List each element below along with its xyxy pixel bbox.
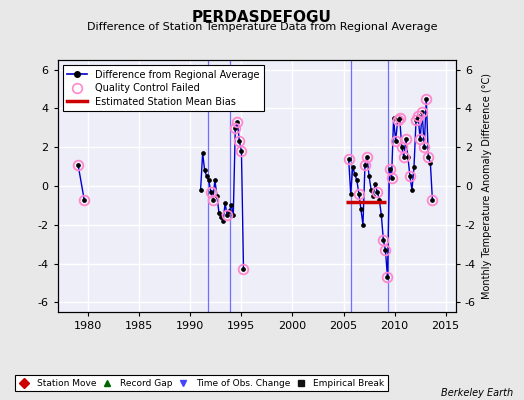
Legend: Difference from Regional Average, Quality Control Failed, Estimated Station Mean: Difference from Regional Average, Qualit… bbox=[62, 65, 264, 111]
Text: Difference of Station Temperature Data from Regional Average: Difference of Station Temperature Data f… bbox=[87, 22, 437, 32]
Text: Berkeley Earth: Berkeley Earth bbox=[441, 388, 514, 398]
Text: PERDASDEFOGU: PERDASDEFOGU bbox=[192, 10, 332, 25]
Legend: Station Move, Record Gap, Time of Obs. Change, Empirical Break: Station Move, Record Gap, Time of Obs. C… bbox=[15, 375, 388, 392]
Y-axis label: Monthly Temperature Anomaly Difference (°C): Monthly Temperature Anomaly Difference (… bbox=[482, 73, 492, 299]
